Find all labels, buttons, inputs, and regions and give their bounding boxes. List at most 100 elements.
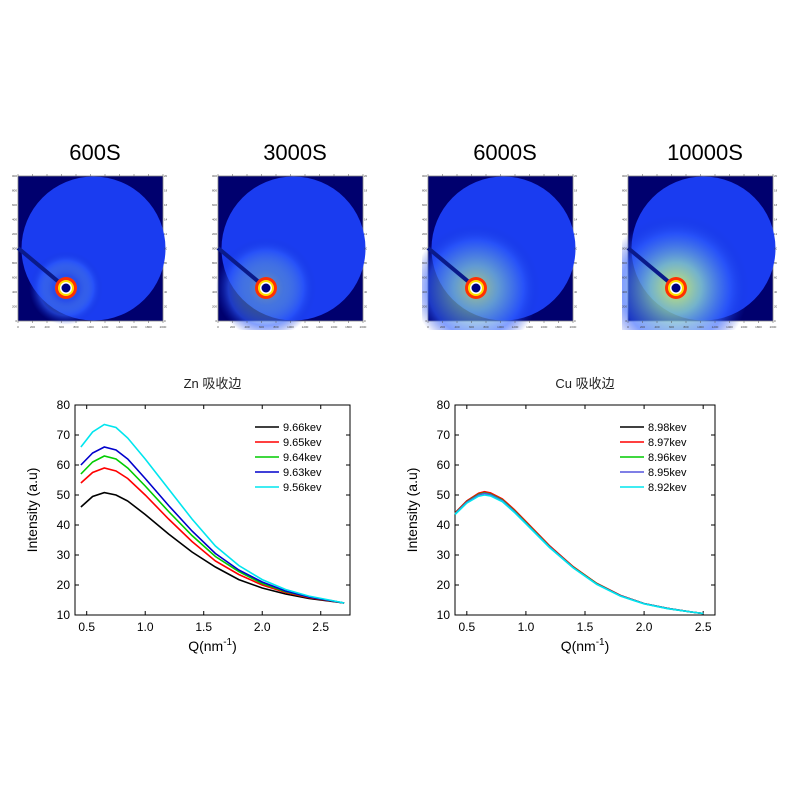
pattern-tick-label: 1200	[712, 325, 719, 329]
pattern-tick-label: 400	[654, 325, 659, 329]
pattern-tick-label: 1200	[774, 232, 777, 236]
pattern-tick-label: 2000	[774, 174, 777, 178]
pattern-tick-label: 400	[212, 290, 217, 294]
pattern-svg: 0002002002004004004006006006008008008001…	[622, 174, 777, 330]
pattern-title: 600S	[69, 140, 121, 165]
pattern-tick-label: 1600	[12, 203, 17, 207]
pattern-tick-label: 1600	[331, 325, 338, 329]
x-axis-label: Q(nm-1)	[561, 637, 610, 654]
y-tick-label: 70	[437, 428, 451, 442]
pattern-tick-label: 1200	[574, 232, 577, 236]
pattern-tick-label: 1000	[87, 325, 94, 329]
pattern-tick-label: 1800	[422, 189, 427, 193]
line-chart-1: Zn 吸收边 10 20 30 40 50 60 70 80 0.5 1.0 1.5 2.0 2.5 Q(n…	[24, 376, 351, 654]
pattern-tick-label: 800	[212, 261, 217, 265]
pattern-tick-label: 1400	[774, 218, 777, 222]
pattern-tick-label: 800	[574, 261, 577, 265]
legend-label: 9.65kev	[283, 437, 322, 449]
pattern-tick-label: 200	[230, 325, 235, 329]
pattern-tick-label: 1400	[574, 218, 577, 222]
x-tick-label: 2.5	[695, 620, 712, 634]
x-tick-label: 2.0	[254, 620, 271, 634]
pattern-tick-label: 600	[774, 276, 777, 280]
pattern-tick-label: 0	[364, 319, 366, 323]
pattern-tick-label: 800	[12, 261, 17, 265]
pattern-tick-label: 1000	[364, 247, 367, 251]
pattern-tick-label: 2000	[570, 325, 577, 329]
x-tick-label: 2.0	[636, 620, 653, 634]
pattern-tick-label: 200	[164, 305, 167, 309]
pattern-tick-label: 0	[15, 319, 17, 323]
y-tick-label: 60	[437, 458, 451, 472]
pattern-tick-label: 800	[273, 325, 278, 329]
pattern-tick-label: 2000	[212, 174, 217, 178]
pattern-tick-label: 1400	[316, 325, 323, 329]
pattern-tick-label: 400	[454, 325, 459, 329]
legend-label: 8.97kev	[648, 437, 687, 449]
pattern-tick-label: 600	[12, 276, 17, 280]
pattern-tick-label: 200	[774, 305, 777, 309]
pattern-tick-label: 1400	[622, 218, 627, 222]
y-tick-label: 60	[57, 458, 71, 472]
x-tick-label: 1.5	[195, 620, 212, 634]
pattern-tick-label: 200	[30, 325, 35, 329]
y-tick-label: 40	[57, 518, 71, 532]
pattern-tick-label: 1800	[212, 189, 217, 193]
pattern-tick-label: 0	[425, 319, 427, 323]
chart-title: Zn 吸收边	[184, 376, 242, 391]
pattern-tick-label: 1000	[697, 325, 704, 329]
series-line	[454, 492, 704, 615]
legend-label: 8.95kev	[648, 467, 687, 479]
pattern-tick-label: 1000	[497, 325, 504, 329]
pattern-tick-label: 2000	[574, 174, 577, 178]
pattern-tick-label: 1000	[164, 247, 167, 251]
pattern-tick-label: 400	[364, 290, 367, 294]
series-line	[454, 490, 704, 615]
pattern-tick-label: 1400	[116, 325, 123, 329]
pattern-tick-label: 800	[683, 325, 688, 329]
pattern-tick-label: 1800	[574, 189, 577, 193]
x-tick-label: 1.0	[137, 620, 154, 634]
pattern-tick-label: 600	[259, 325, 264, 329]
pattern-tick-label: 1200	[164, 232, 167, 236]
pattern-tick-label: 1200	[512, 325, 519, 329]
pattern-tick-label: 1400	[526, 325, 533, 329]
pattern-tick-label: 1000	[574, 247, 577, 251]
pattern-tick-label: 600	[574, 276, 577, 280]
series-line	[454, 494, 704, 615]
pattern-tick-label: 600	[469, 325, 474, 329]
pattern-title: 3000S	[263, 140, 327, 165]
scattering-pattern-image: 0002002002004004004006006006008008008001…	[622, 172, 777, 330]
beamstop	[261, 283, 271, 293]
legend-label: 9.64kev	[283, 452, 322, 464]
x-tick-label: 0.5	[458, 620, 475, 634]
pattern-tick-label: 1600	[422, 203, 427, 207]
pattern-tick-label: 2000	[164, 174, 167, 178]
series-line	[80, 446, 345, 604]
pattern-tick-label: 800	[622, 261, 627, 265]
pattern-tick-label: 600	[59, 325, 64, 329]
pattern-tick-label: 800	[364, 261, 367, 265]
x-tick-label: 2.5	[312, 620, 329, 634]
pattern-tick-label: 400	[164, 290, 167, 294]
pattern-title: 10000S	[667, 140, 743, 165]
pattern-tick-label: 0	[574, 319, 576, 323]
pattern-tick-label: 1600	[774, 203, 777, 207]
pattern-tick-label: 1600	[364, 203, 367, 207]
pattern-tick-label: 1400	[164, 218, 167, 222]
pattern-tick-label: 800	[73, 325, 78, 329]
plot-frame	[74, 404, 351, 616]
pattern-tick-label: 1600	[164, 203, 167, 207]
legend-label: 9.66kev	[283, 422, 322, 434]
pattern-tick-label: 0	[217, 325, 219, 329]
pattern-tick-label: 1800	[555, 325, 562, 329]
pattern-tick-label: 1200	[212, 232, 217, 236]
pattern-tick-label: 800	[483, 325, 488, 329]
pattern-tick-label: 2000	[422, 174, 427, 178]
pattern-tick-label: 1200	[422, 232, 427, 236]
pattern-svg: 0002002002004004004006006006008008008001…	[12, 174, 167, 329]
pattern-title: 6000S	[473, 140, 537, 165]
pattern-tick-label: 1800	[164, 189, 167, 193]
pattern-tick-label: 1000	[12, 247, 17, 251]
pattern-tick-label: 200	[364, 305, 367, 309]
